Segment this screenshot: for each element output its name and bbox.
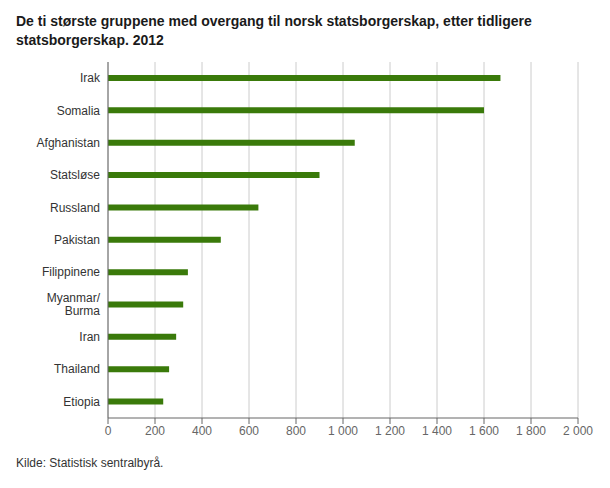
- svg-text:1 200: 1 200: [375, 424, 405, 438]
- html-text:statsborgerskap. 2012: statsborgerskap. 2012: [16, 32, 164, 48]
- svg-text:Pakistan: Pakistan: [54, 233, 100, 247]
- svg-text:1 600: 1 600: [469, 424, 499, 438]
- svg-text:0: 0: [105, 424, 112, 438]
- svg-text:Somalia: Somalia: [57, 104, 101, 118]
- svg-text:Filippinene: Filippinene: [42, 265, 100, 279]
- svg-text:1 800: 1 800: [516, 424, 546, 438]
- svg-text:1 400: 1 400: [422, 424, 452, 438]
- svg-text:Afghanistan: Afghanistan: [37, 136, 100, 150]
- svg-text:Iran: Iran: [79, 330, 100, 344]
- svg-text:Russland: Russland: [50, 201, 100, 215]
- svg-text:1 000: 1 000: [328, 424, 358, 438]
- svg-text:600: 600: [239, 424, 259, 438]
- svg-text:Etiopia: Etiopia: [63, 395, 100, 409]
- svg-text:Thailand: Thailand: [54, 362, 100, 376]
- svg-text:800: 800: [286, 424, 306, 438]
- svg-text:2 000: 2 000: [563, 424, 593, 438]
- svg-text:Irak: Irak: [80, 71, 101, 85]
- html-text:De ti største gruppene med ove: De ti største gruppene med overgang til …: [16, 13, 532, 29]
- svg-text:400: 400: [192, 424, 212, 438]
- svg-text:200: 200: [145, 424, 165, 438]
- svg-text:Statsløse: Statsløse: [50, 168, 100, 182]
- html-text:Kilde: Statistisk sentralbyrå.: Kilde: Statistisk sentralbyrå.: [16, 456, 164, 470]
- svg-text:Myanmar/ Burma: Myanmar/ Burma: [47, 291, 101, 318]
